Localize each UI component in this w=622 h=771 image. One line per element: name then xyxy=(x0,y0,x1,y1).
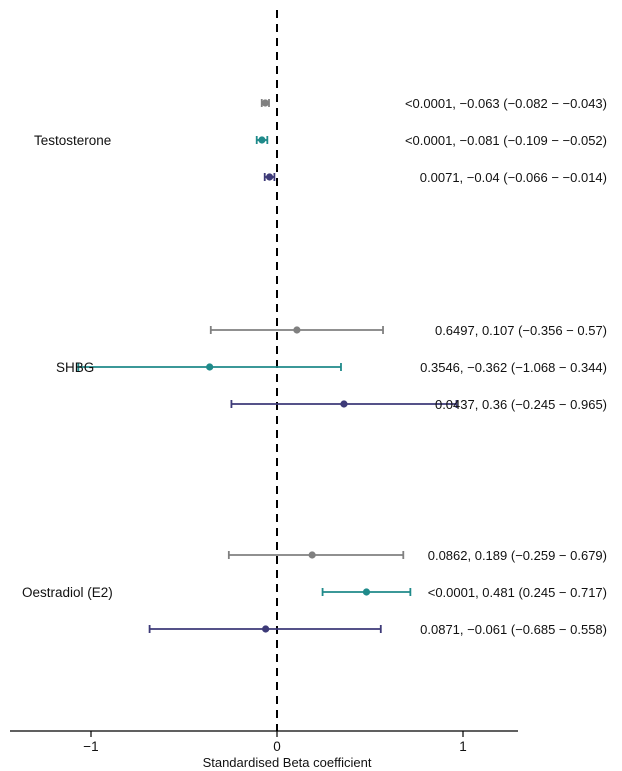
group-label: Oestradiol (E2) xyxy=(22,585,113,600)
estimate-annotation: 0.0071, −0.04 (−0.066 − −0.014) xyxy=(420,170,607,185)
x-tick-label: −1 xyxy=(83,739,98,754)
estimate-annotation: <0.0001, 0.481 (0.245 − 0.717) xyxy=(428,585,607,600)
group-label: SHBG xyxy=(56,360,94,375)
estimate-annotation: 0.0437, 0.36 (−0.245 − 0.965) xyxy=(435,397,607,412)
estimate-annotation: 0.3546, −0.362 (−1.068 − 0.344) xyxy=(420,360,607,375)
estimate-annotation: 0.0871, −0.061 (−0.685 − 0.558) xyxy=(420,622,607,637)
estimate-annotation: <0.0001, −0.063 (−0.082 − −0.043) xyxy=(405,96,607,111)
estimate-annotation: 0.0862, 0.189 (−0.259 − 0.679) xyxy=(428,548,607,563)
estimate-point xyxy=(206,363,214,371)
estimate-point xyxy=(265,173,274,181)
estimate-point xyxy=(261,99,269,107)
estimate-point xyxy=(308,551,316,559)
estimate-annotation: 0.6497, 0.107 (−0.356 − 0.57) xyxy=(435,323,607,338)
estimate-point xyxy=(340,400,348,408)
estimate-point xyxy=(362,588,371,596)
estimate-point xyxy=(258,136,266,144)
x-axis-title: Standardised Beta coefficient xyxy=(203,755,372,770)
estimate-point xyxy=(293,326,301,334)
group-label: Testosterone xyxy=(34,133,111,148)
x-tick-label: 0 xyxy=(273,739,281,754)
estimate-point xyxy=(262,625,270,633)
estimate-annotation: <0.0001, −0.081 (−0.109 − −0.052) xyxy=(405,133,607,148)
x-tick-label: 1 xyxy=(459,739,467,754)
